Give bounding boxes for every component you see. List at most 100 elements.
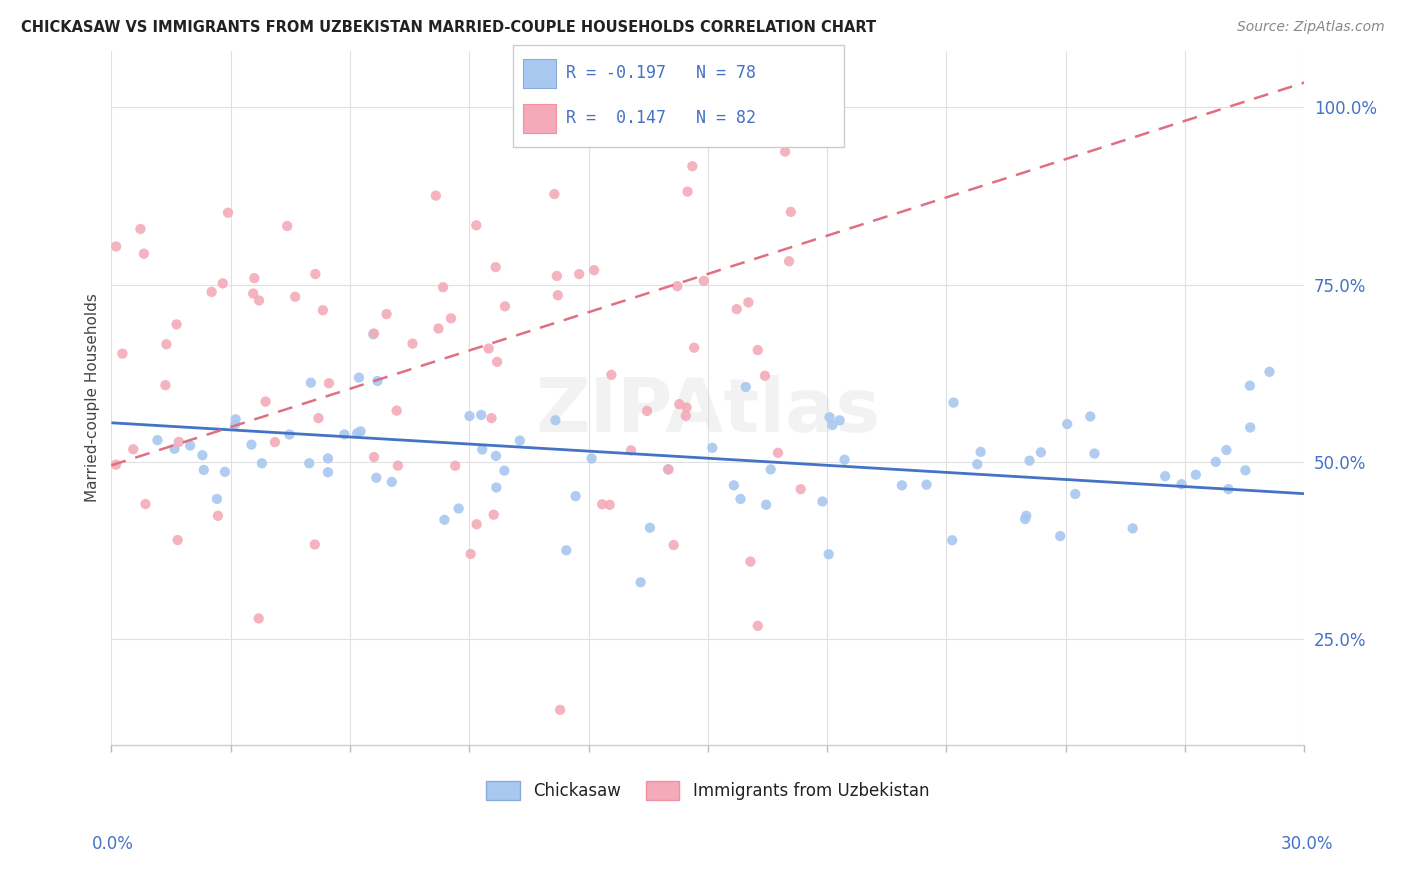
Point (1078, 409, 1101, 424)
Point (1234, 463, 1257, 477)
Point (470, 408, 492, 422)
Point (734, 380, 756, 394)
Point (225, 412, 247, 426)
Point (1258, 365, 1281, 379)
Point (730, 491, 752, 506)
Point (481, 411, 503, 425)
Point (104, 458, 127, 472)
Point (657, 462, 679, 476)
Point (105, 239, 128, 253)
Point (387, 458, 409, 473)
Point (675, 409, 697, 423)
Text: 30.0%: 30.0% (1281, 835, 1333, 853)
Point (254, 394, 277, 409)
Point (316, 465, 339, 479)
Point (363, 450, 385, 464)
Text: CHICKASAW VS IMMIGRANTS FROM UZBEKISTAN MARRIED-COUPLE HOUSEHOLDS CORRELATION CH: CHICKASAW VS IMMIGRANTS FROM UZBEKISTAN … (21, 20, 876, 35)
Point (465, 219, 488, 233)
Point (666, 279, 689, 293)
Point (821, 417, 844, 432)
Point (828, 413, 851, 427)
Point (447, 501, 470, 516)
Point (676, 185, 699, 199)
Point (747, 619, 769, 633)
Point (834, 452, 856, 467)
Point (134, 497, 156, 511)
Point (1064, 487, 1087, 501)
Point (458, 409, 481, 423)
Point (284, 290, 307, 304)
Point (675, 401, 697, 415)
Point (620, 443, 643, 458)
Point (312, 303, 335, 318)
Point (755, 498, 778, 512)
Point (201, 285, 224, 299)
Point (179, 439, 201, 453)
Point (250, 456, 273, 470)
Point (966, 457, 988, 471)
Point (1154, 469, 1177, 483)
Point (163, 442, 186, 456)
Point (693, 274, 716, 288)
Point (494, 299, 516, 313)
Point (298, 456, 321, 470)
Point (193, 463, 215, 477)
Point (122, 442, 145, 457)
Point (1239, 420, 1261, 434)
Point (129, 222, 152, 236)
Point (1205, 455, 1227, 469)
Point (471, 442, 494, 457)
Point (1218, 482, 1240, 496)
Point (366, 374, 388, 388)
Point (779, 205, 801, 219)
Point (240, 437, 263, 451)
Point (668, 397, 690, 411)
Point (941, 533, 963, 548)
Point (485, 260, 508, 274)
Point (548, 703, 571, 717)
Point (316, 451, 339, 466)
Point (1049, 529, 1071, 543)
Point (581, 451, 603, 466)
Point (366, 471, 388, 485)
Point (638, 521, 661, 535)
Legend: Chickasaw, Immigrants from Uzbekistan: Chickasaw, Immigrants from Uzbekistan (479, 774, 936, 806)
Point (636, 404, 658, 418)
Point (485, 449, 508, 463)
Point (662, 538, 685, 552)
Point (1015, 508, 1038, 523)
Point (401, 336, 423, 351)
Point (146, 433, 169, 447)
Point (361, 327, 384, 342)
Point (264, 435, 287, 450)
Point (740, 555, 762, 569)
Point (811, 494, 834, 508)
Point (247, 611, 270, 625)
Point (1215, 443, 1237, 458)
Point (347, 370, 370, 384)
Point (657, 462, 679, 476)
Point (1083, 447, 1105, 461)
Point (205, 491, 228, 506)
Point (1170, 477, 1192, 491)
Point (427, 321, 450, 335)
Point (191, 448, 214, 462)
Point (166, 318, 188, 332)
Point (747, 343, 769, 357)
Point (155, 378, 177, 392)
Point (890, 478, 912, 492)
Point (155, 337, 177, 351)
Y-axis label: Married-couple Households: Married-couple Households (86, 293, 100, 502)
Point (346, 426, 368, 441)
Point (1239, 378, 1261, 392)
Point (333, 427, 356, 442)
Point (385, 403, 408, 417)
Point (789, 482, 811, 496)
Point (969, 445, 991, 459)
Point (683, 341, 706, 355)
Text: Source: ZipAtlas.com: Source: ZipAtlas.com (1237, 20, 1385, 34)
Point (1056, 417, 1078, 431)
Point (583, 263, 606, 277)
Point (299, 376, 322, 390)
Text: ZIPAtlas: ZIPAtlas (536, 376, 880, 449)
